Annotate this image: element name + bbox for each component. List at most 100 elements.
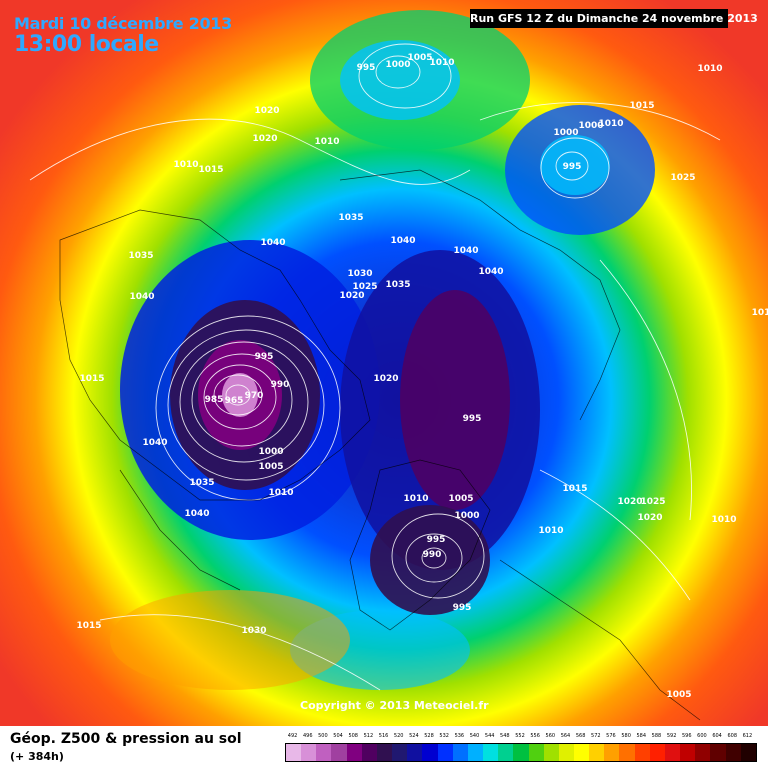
legend-swatch: [634, 744, 650, 761]
deep-trough-europe: [400, 290, 510, 510]
map-canvas: [0, 0, 768, 726]
isobar-label: 1005: [448, 494, 474, 504]
forecast-range: (+ 384h): [10, 750, 64, 763]
legend-label: 544: [484, 733, 495, 739]
orange-zone-south: [110, 590, 350, 690]
cyan-zone-north: [340, 40, 460, 120]
isobar-label: 101: [751, 308, 768, 318]
isobar-lines: [29, 43, 721, 691]
isobar-label: 985: [204, 395, 224, 405]
legend-label: 500: [318, 733, 328, 739]
isobar-label: 1040: [478, 267, 504, 277]
legend-label: 568: [575, 733, 586, 739]
legend-label: 564: [560, 733, 571, 739]
isobar-label: 965: [224, 396, 244, 406]
isobar-label: 1010: [711, 515, 737, 525]
legend-swatch: [316, 744, 332, 761]
legend-swatch: [619, 744, 635, 761]
isobar-label: 1010: [429, 58, 455, 68]
isobar-label: 990: [270, 380, 290, 390]
legend-swatch: [589, 744, 605, 761]
isobar-label: 1020: [339, 291, 365, 301]
legend-label: 552: [515, 733, 525, 739]
forecast-date: Mardi 10 décembre 2013: [14, 14, 232, 33]
isobar-label: 1015: [629, 101, 655, 111]
legend-label: 508: [348, 733, 358, 739]
isobar-label: 1025: [352, 282, 378, 292]
legend-label: 520: [393, 733, 404, 739]
isobar-label: 1000: [258, 447, 284, 457]
legend-footer: Géop. Z500 & pression au sol (+ 384h) 49…: [0, 726, 768, 768]
legend-swatch: [301, 744, 317, 761]
legend-label: 588: [651, 733, 662, 739]
isobar-label: 1020: [617, 497, 643, 507]
isobar-label: 1010: [598, 119, 624, 129]
legend-label: 580: [621, 733, 631, 739]
legend-label: 512: [363, 733, 374, 739]
legend-swatch: [437, 744, 453, 761]
isobar-label: 1010: [314, 137, 340, 147]
coastlines: [59, 169, 701, 721]
isobar-label: 1040: [260, 238, 286, 248]
legend-label: 560: [545, 733, 556, 739]
legend-swatch: [483, 744, 499, 761]
isobar-label: 995: [562, 162, 582, 172]
isobar-label: 1015: [198, 165, 224, 175]
isobar-label: 995: [356, 63, 376, 73]
legend-label: 584: [636, 733, 647, 739]
legend-label: 600: [697, 733, 707, 739]
legend-swatch: [664, 744, 681, 761]
forecast-map: Mardi 10 décembre 2013 13:00 locale Run …: [0, 0, 768, 726]
legend-label: 536: [454, 733, 465, 739]
legend-swatch: [513, 744, 529, 761]
legend-swatch: [725, 744, 741, 761]
isobar-label: 1005: [258, 462, 284, 472]
legend-label: 528: [424, 733, 434, 739]
color-scale: [285, 743, 757, 762]
isobar-label: 1010: [403, 494, 429, 504]
legend-label: 540: [469, 733, 480, 739]
run-info: Run GFS 12 Z du Dimanche 24 novembre 201…: [470, 9, 758, 28]
isobar-label: 1035: [189, 478, 215, 488]
isobar-label: 1010: [173, 160, 199, 170]
isobar-label: 1010: [697, 64, 723, 74]
legend-label: 496: [302, 733, 313, 739]
legend-label: 556: [530, 733, 540, 739]
legend-swatch: [604, 744, 620, 761]
legend-label: 576: [606, 733, 616, 739]
legend-swatch: [573, 744, 590, 761]
isobar-label: 995: [462, 414, 482, 424]
isobar-label: 1005: [666, 690, 692, 700]
copyright: Copyright © 2013 Meteociel.fr: [300, 699, 489, 712]
legend-label: 604: [712, 733, 722, 739]
product-title: Géop. Z500 & pression au sol: [10, 731, 242, 747]
isobar-label: 1005: [407, 53, 433, 63]
legend-swatch: [392, 744, 408, 761]
legend-label: 492: [287, 733, 298, 739]
legend-swatch: [467, 744, 484, 761]
isobar-label: 1040: [142, 438, 168, 448]
legend-labels: 492 496 500 504 508 512 516 520 524 528 532 536 540 5…: [285, 733, 755, 743]
isobar-label: 1020: [252, 134, 278, 144]
legend-swatch: [695, 744, 711, 761]
legend-label: 612: [742, 733, 753, 739]
isobar-label: 1000: [553, 128, 579, 138]
isobar-label: 1015: [562, 484, 588, 494]
isobar-label: 1010: [268, 488, 294, 498]
legend-swatch: [680, 744, 696, 761]
legend-swatch: [286, 744, 302, 761]
legend-label: 572: [591, 733, 601, 739]
legend-label: 524: [409, 733, 419, 739]
isobar-label: 995: [426, 535, 446, 545]
isobar-label: 995: [254, 352, 274, 362]
legend-swatch: [543, 744, 559, 761]
cyan-low-east: [540, 135, 610, 195]
deep-low-europe: [370, 505, 490, 615]
legend-swatch: [558, 744, 574, 761]
legend-swatch: [710, 744, 726, 761]
isobar-label: 1030: [347, 269, 373, 279]
isobar-label: 1010: [538, 526, 564, 536]
isobar-label: 1000: [454, 511, 480, 521]
isobar-label: 1035: [128, 251, 154, 261]
isobar-label: 1020: [373, 374, 399, 384]
